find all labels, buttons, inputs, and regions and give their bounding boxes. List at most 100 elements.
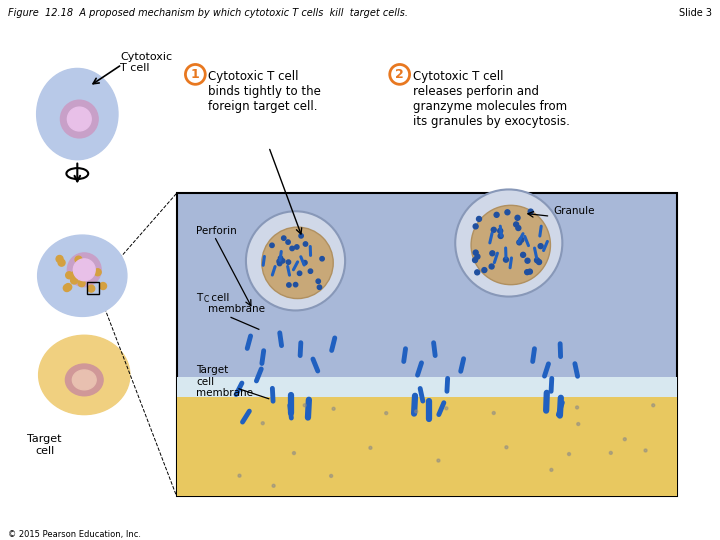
Circle shape — [330, 475, 333, 477]
Circle shape — [490, 251, 495, 256]
Circle shape — [536, 260, 541, 265]
Circle shape — [302, 260, 307, 265]
Circle shape — [517, 240, 522, 245]
Circle shape — [577, 422, 580, 426]
Text: Perforin: Perforin — [197, 226, 237, 236]
Circle shape — [246, 211, 345, 310]
Text: Cytotoxic
T cell: Cytotoxic T cell — [120, 52, 172, 73]
Circle shape — [320, 256, 324, 261]
Circle shape — [471, 205, 551, 285]
Circle shape — [505, 210, 510, 215]
Circle shape — [477, 217, 482, 221]
Circle shape — [445, 407, 448, 410]
Circle shape — [538, 244, 543, 248]
Circle shape — [609, 451, 612, 454]
Text: © 2015 Pearson Education, Inc.: © 2015 Pearson Education, Inc. — [8, 530, 141, 539]
Circle shape — [491, 227, 496, 232]
Ellipse shape — [72, 370, 96, 390]
Circle shape — [390, 64, 410, 84]
Text: Target
cell
membrane: Target cell membrane — [197, 365, 253, 398]
Ellipse shape — [60, 100, 98, 138]
Circle shape — [299, 234, 303, 238]
Bar — [176, 193, 678, 496]
Circle shape — [498, 233, 503, 239]
Circle shape — [316, 279, 320, 284]
Circle shape — [88, 285, 95, 292]
Circle shape — [521, 252, 526, 258]
Circle shape — [287, 283, 291, 287]
Circle shape — [78, 280, 85, 287]
Circle shape — [277, 259, 282, 264]
Circle shape — [99, 282, 107, 289]
Circle shape — [516, 226, 521, 231]
Circle shape — [294, 245, 299, 249]
Circle shape — [303, 242, 307, 246]
Circle shape — [287, 260, 291, 264]
Circle shape — [290, 246, 294, 251]
Circle shape — [498, 228, 503, 233]
Text: Target
cell: Target cell — [27, 435, 62, 456]
Circle shape — [519, 237, 524, 242]
Text: Cytotoxic T cell
releases perforin and
granzyme molecules from
its granules by e: Cytotoxic T cell releases perforin and g… — [413, 70, 570, 129]
Circle shape — [528, 209, 533, 214]
Circle shape — [279, 256, 283, 260]
Circle shape — [71, 277, 78, 284]
Circle shape — [94, 269, 101, 276]
Ellipse shape — [73, 259, 95, 281]
Text: 2: 2 — [395, 68, 404, 81]
Circle shape — [473, 224, 478, 229]
Circle shape — [75, 256, 82, 263]
Circle shape — [652, 404, 654, 407]
Circle shape — [297, 271, 302, 275]
Circle shape — [644, 449, 647, 452]
Text: 1: 1 — [191, 68, 199, 81]
Ellipse shape — [39, 335, 130, 415]
Circle shape — [270, 243, 274, 247]
Circle shape — [281, 259, 285, 263]
Circle shape — [332, 407, 335, 410]
Text: Slide 3: Slide 3 — [679, 8, 712, 18]
Bar — [176, 377, 678, 397]
Circle shape — [474, 270, 480, 275]
Circle shape — [473, 250, 478, 255]
Circle shape — [238, 474, 241, 477]
Circle shape — [79, 262, 86, 269]
Text: C: C — [203, 295, 209, 303]
Circle shape — [513, 222, 518, 227]
Circle shape — [534, 258, 539, 263]
Text: Cytotoxic T cell
binds tightly to the
foreign target cell.: Cytotoxic T cell binds tightly to the fo… — [208, 70, 321, 113]
Circle shape — [472, 258, 477, 262]
Circle shape — [272, 484, 275, 487]
Circle shape — [292, 451, 295, 455]
Circle shape — [475, 254, 480, 259]
Ellipse shape — [37, 69, 118, 160]
Circle shape — [567, 453, 570, 456]
Ellipse shape — [66, 364, 103, 396]
Circle shape — [437, 459, 440, 462]
Circle shape — [482, 268, 487, 273]
Circle shape — [369, 447, 372, 449]
Circle shape — [277, 261, 282, 266]
Circle shape — [528, 269, 532, 274]
Circle shape — [63, 285, 71, 292]
Circle shape — [294, 282, 298, 287]
Circle shape — [525, 258, 530, 263]
Circle shape — [492, 411, 495, 415]
Circle shape — [87, 265, 94, 272]
Circle shape — [262, 227, 333, 299]
Circle shape — [525, 269, 530, 275]
Circle shape — [71, 272, 78, 278]
Circle shape — [66, 272, 73, 279]
Circle shape — [415, 410, 418, 413]
Ellipse shape — [37, 235, 127, 316]
Circle shape — [505, 446, 508, 449]
Text: T: T — [197, 293, 202, 302]
Circle shape — [282, 236, 286, 240]
Bar — [176, 397, 678, 496]
Circle shape — [489, 264, 494, 269]
Ellipse shape — [68, 107, 91, 131]
Circle shape — [515, 215, 520, 220]
Circle shape — [286, 240, 290, 244]
Bar — [87, 282, 99, 294]
Circle shape — [261, 422, 264, 424]
